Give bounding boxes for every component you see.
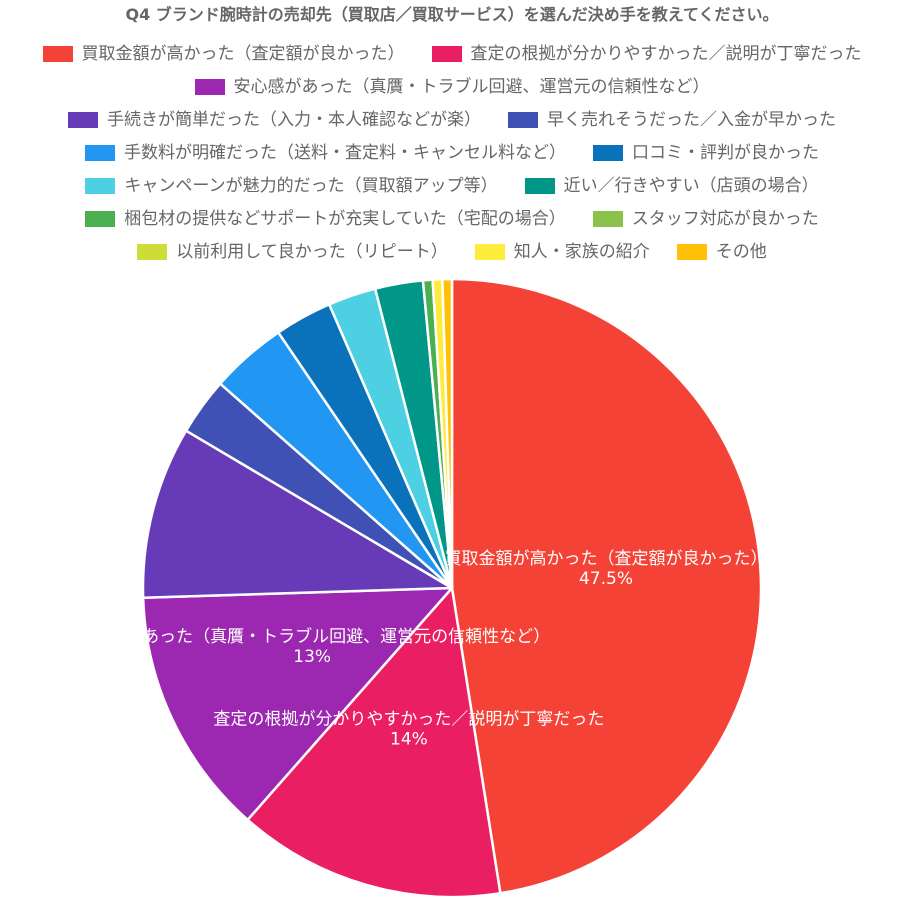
legend-label: 早く売れそうだった／入金が早かった: [547, 109, 836, 130]
legend-color-swatch: [431, 45, 462, 62]
legend-label: 買取金額が高かった（査定額が良かった）: [81, 43, 405, 64]
legend-item-repeat[interactable]: 以前利用して良かった（リピート）: [137, 242, 448, 262]
legend-color-swatch: [194, 78, 225, 95]
pie-slice[interactable]: [141, 429, 454, 599]
legend-color-swatch: [592, 210, 623, 227]
legend-item-staff[interactable]: スタッフ対応が良かった: [592, 208, 819, 229]
pie-data-labels: 買取金額が高かった（査定額が良かった）47.5% 査定の根拠が分かりやすかった／説…: [74, 549, 767, 750]
pie-slice[interactable]: [450, 277, 763, 895]
legend-label: 安心感があった（真贋・トラブル回避、運営元の信頼性など）: [233, 76, 710, 97]
legend-item-trust[interactable]: 安心感があった（真贋・トラブル回避、運営元の信頼性など）: [194, 76, 710, 97]
legend-item-campaign[interactable]: キャンペーンが魅力的だった（買取額アップ等）: [85, 175, 498, 196]
legend-label: 手数料が明確だった（送料・査定料・キャンセル料など）: [124, 142, 566, 163]
legend-item-referral[interactable]: 知人・家族の紹介: [474, 241, 650, 262]
legend-row: 梱包材の提供などサポートが充実していた（宅配の場合） スタッフ対応が良かった: [0, 202, 904, 235]
legend-label: 近い／行きやすい（店頭の場合）: [563, 175, 819, 196]
legend-row: 手続きが簡単だった（入力・本人確認などが楽） 早く売れそうだった／入金が早かった: [0, 103, 904, 136]
pie-slices: [141, 277, 763, 899]
legend-row: 買取金額が高かった（査定額が良かった） 査定の根拠が分かりやすかった／説明が丁寧…: [0, 37, 904, 70]
legend-row: 以前利用して良かった（リピート） 知人・家族の紹介 その他: [0, 235, 904, 268]
legend-color-swatch: [68, 111, 98, 128]
legend-item-easy-procedure[interactable]: 手続きが簡単だった（入力・本人確認などが楽）: [68, 110, 481, 130]
pie-label-text: 査定の根拠が分かりやすかった／説明が丁寧だった: [213, 709, 604, 729]
legend-item-packing-support[interactable]: 梱包材の提供などサポートが充実していた（宅配の場合）: [85, 209, 566, 229]
legend-color-swatch: [85, 210, 116, 227]
pie-label-value: 47.5%: [579, 569, 633, 589]
legend-label: 査定の根拠が分かりやすかった／説明が丁寧だった: [470, 43, 862, 64]
legend-color-swatch: [85, 177, 116, 194]
legend-item-high-price[interactable]: 買取金額が高かった（査定額が良かった）: [42, 43, 405, 64]
legend-color-swatch: [42, 45, 73, 62]
legend-label: キャンペーンが魅力的だった（買取額アップ等）: [124, 175, 498, 196]
pie-slice[interactable]: [141, 586, 454, 822]
legend-label: 以前利用して良かった（リピート）: [176, 241, 448, 262]
pie-label-text: 買取金額が高かった（査定額が良かった）: [445, 549, 768, 569]
legend-row: 手数料が明確だった（送料・査定料・キャンセル料など） 口コミ・評判が良かった: [0, 136, 904, 169]
legend-color-swatch: [137, 243, 168, 260]
legend-item-fast-payment[interactable]: 早く売れそうだった／入金が早かった: [508, 110, 836, 130]
legend-color-swatch: [593, 144, 623, 161]
legend-label: 梱包材の提供などサポートが充実していた（宅配の場合）: [124, 208, 566, 229]
legend-color-swatch: [474, 243, 505, 260]
pie-slice[interactable]: [441, 277, 454, 590]
pie-slice[interactable]: [246, 586, 502, 899]
pie-label-text: 安心感があった（真贋・トラブル回避、運営元の信頼性など）: [74, 626, 550, 647]
legend-color-swatch: [508, 111, 538, 128]
legend-color-swatch: [524, 177, 555, 194]
legend-label: 知人・家族の紹介: [513, 241, 650, 262]
chart-title: Q4 ブランド腕時計の売却先（買取店／買取サービス）を選んだ決め手を教えてくださ…: [125, 5, 779, 24]
legend-label: 口コミ・評判が良かった: [632, 142, 819, 163]
legend-label: 手続きが簡単だった（入力・本人確認などが楽）: [107, 109, 481, 130]
legend-row: キャンペーンが魅力的だった（買取額アップ等） 近い／行きやすい（店頭の場合）: [0, 169, 904, 202]
legend-color-swatch: [676, 243, 707, 260]
pie-label-value: 14%: [390, 729, 428, 749]
legend-item-nearby[interactable]: 近い／行きやすい（店頭の場合）: [524, 175, 819, 196]
pie-label-value: 13%: [293, 647, 331, 667]
chart-legend: 買取金額が高かった（査定額が良かった） 査定の根拠が分かりやすかった／説明が丁寧…: [0, 37, 904, 268]
legend-item-other[interactable]: その他: [676, 241, 767, 262]
legend-label: その他: [715, 241, 767, 262]
legend-label: スタッフ対応が良かった: [631, 208, 819, 229]
legend-color-swatch: [85, 144, 115, 161]
legend-item-reviews[interactable]: 口コミ・評判が良かった: [593, 143, 819, 163]
legend-row: 安心感があった（真贋・トラブル回避、運営元の信頼性など）: [0, 70, 904, 103]
legend-item-clear-fees[interactable]: 手数料が明確だった（送料・査定料・キャンセル料など）: [85, 143, 566, 163]
legend-item-clear-appraisal[interactable]: 査定の根拠が分かりやすかった／説明が丁寧だった: [431, 43, 862, 64]
